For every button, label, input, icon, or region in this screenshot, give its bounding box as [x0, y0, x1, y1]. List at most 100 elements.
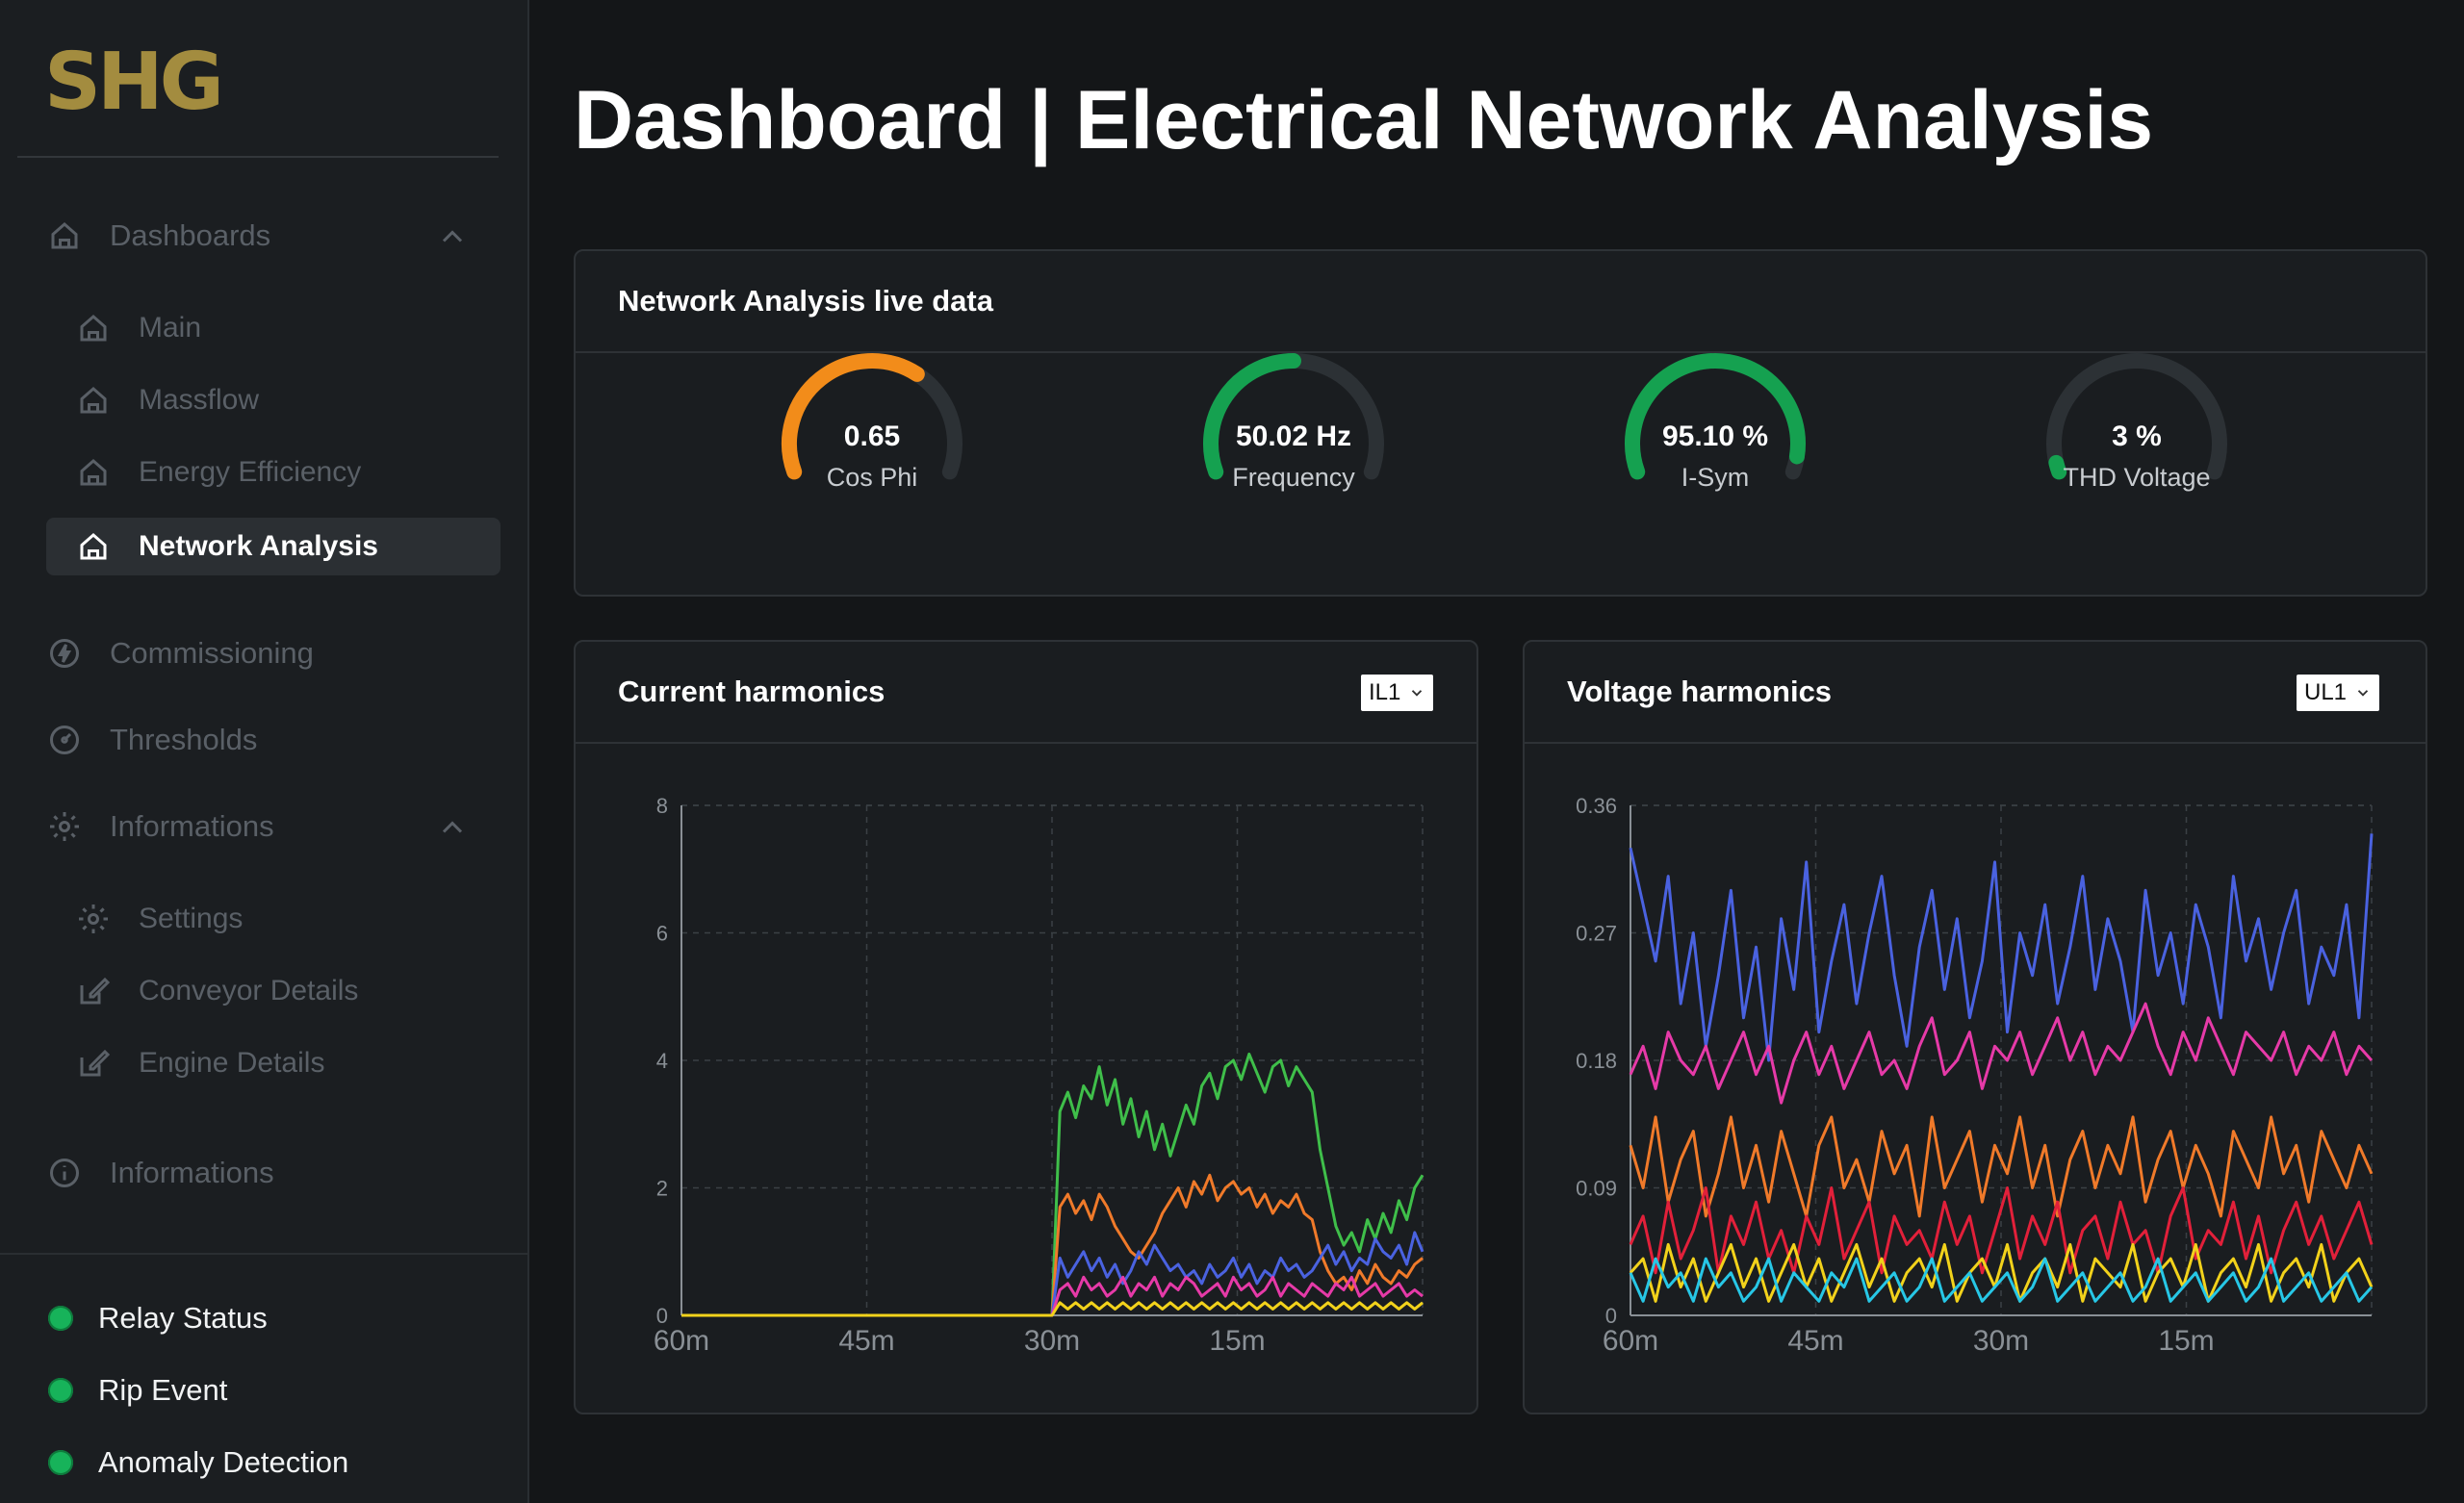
- series-line: [1629, 1115, 2374, 1218]
- y-tick-label: 0.09: [1576, 1177, 1617, 1201]
- chevron-up-icon[interactable]: [435, 219, 470, 254]
- sidebar-item-label: Settings: [139, 903, 244, 934]
- y-tick-label: 0.18: [1576, 1049, 1617, 1073]
- y-tick-label: 0: [1605, 1304, 1617, 1328]
- sidebar-section-label: Dashboards: [110, 218, 271, 252]
- phase-select-value: UL1: [2304, 679, 2348, 705]
- status-label: Relay Status: [98, 1301, 268, 1335]
- sidebar-section-informations[interactable]: Informations: [46, 808, 274, 845]
- gauge-value: 95.10 %: [1661, 420, 1769, 452]
- series-line: [1629, 1002, 2374, 1105]
- sidebar-section-informations-2[interactable]: Informations: [46, 1155, 274, 1191]
- panel-header: Voltage harmonics UL1: [1525, 642, 2426, 744]
- sidebar-item-label: Main: [139, 312, 202, 344]
- current-harmonics-chart: 0 2 4 6 8 60m 45m 30m 15m: [654, 794, 1424, 1357]
- series-line: [1629, 833, 2374, 1062]
- sidebar-item-settings[interactable]: Settings: [75, 901, 243, 937]
- y-tick-label: 4: [656, 1049, 668, 1073]
- series-line: [681, 1301, 1424, 1317]
- sidebar-item-label: Energy Efficiency: [139, 456, 362, 488]
- status-anomaly-detection: Anomaly Detection: [48, 1445, 348, 1480]
- gauge-track: [2046, 353, 2227, 480]
- sidebar-item-energy-efficiency[interactable]: Energy Efficiency: [75, 454, 361, 491]
- home-icon: [46, 217, 83, 254]
- gauge-value: 0.65: [843, 420, 901, 452]
- y-tick-label: 0.36: [1576, 794, 1617, 818]
- edit-icon: [75, 1045, 112, 1082]
- y-tick-label: 8: [656, 794, 668, 818]
- x-tick-label: 45m: [1787, 1325, 1843, 1357]
- status-dot: [48, 1306, 73, 1331]
- chevron-down-icon: [2357, 690, 2369, 697]
- status-relay: Relay Status: [48, 1301, 268, 1336]
- x-tick-label: 30m: [1973, 1325, 2029, 1357]
- gauge-arc: [2046, 353, 2227, 480]
- lightning-icon: [46, 635, 83, 672]
- y-tick-label: 0.27: [1576, 922, 1617, 946]
- status-dot: [48, 1378, 73, 1403]
- info-icon: [46, 1155, 83, 1191]
- sidebar-item-massflow[interactable]: Massflow: [75, 382, 259, 419]
- gauge-i-sym: 95.10 % I-Sym: [1609, 353, 1821, 530]
- status-label: Rip Event: [98, 1373, 228, 1407]
- gauge-label: THD Voltage: [2063, 463, 2211, 492]
- gauge-arc: [1203, 353, 1384, 480]
- sidebar-section-thresholds[interactable]: Thresholds: [46, 722, 257, 758]
- gauge-thd-voltage: 3 % THD Voltage: [2031, 353, 2243, 530]
- panel-title: Current harmonics: [618, 675, 886, 708]
- x-tick-label: 60m: [1603, 1325, 1658, 1357]
- sidebar-item-label: Massflow: [139, 384, 260, 416]
- y-tick-label: 0: [656, 1304, 668, 1328]
- voltage-harmonics-panel: Voltage harmonics UL1 0 0.09 0.18 0.27 0.36 6…: [1523, 640, 2427, 1414]
- sidebar-section-dashboards[interactable]: Dashboards: [46, 217, 270, 254]
- x-tick-label: 45m: [838, 1325, 894, 1357]
- gauge-value: 50.02 Hz: [1235, 420, 1352, 452]
- home-icon: [75, 382, 112, 419]
- sidebar: SHG Dashboards Main Massflow Energy Effi…: [0, 0, 529, 1503]
- phase-select[interactable]: IL1: [1361, 675, 1434, 711]
- gauge-label: Frequency: [1232, 463, 1355, 492]
- gear-icon: [46, 808, 83, 845]
- sidebar-item-engine-details[interactable]: Engine Details: [75, 1045, 324, 1082]
- gauge-arc: [1625, 353, 1806, 480]
- gauge-icon: [46, 722, 83, 758]
- phase-select-value: IL1: [1369, 679, 1401, 705]
- home-icon: [75, 310, 112, 346]
- panel-header: Network Analysis live data: [576, 251, 2426, 353]
- gauge-fill: [782, 353, 925, 480]
- gear-icon: [75, 901, 112, 937]
- home-icon: [75, 454, 112, 491]
- page-title: Dashboard | Electrical Network Analysis: [574, 74, 2154, 166]
- logo: SHG: [44, 37, 224, 128]
- gauge-fill: [1203, 353, 1301, 480]
- x-tick-label: 15m: [2158, 1325, 2214, 1357]
- gauge-frequency: 50.02 Hz Frequency: [1188, 353, 1399, 530]
- phase-select[interactable]: UL1: [2297, 675, 2380, 711]
- chevron-up-icon[interactable]: [435, 810, 470, 845]
- gauge-label: I-Sym: [1681, 463, 1750, 492]
- divider: [17, 156, 499, 158]
- voltage-harmonics-chart: 0 0.09 0.18 0.27 0.36 60m 45m 30m 15m: [1576, 794, 2374, 1357]
- status-dot: [48, 1450, 73, 1475]
- gauge-fill: [1625, 353, 1806, 480]
- panel-title: Voltage harmonics: [1567, 675, 1833, 708]
- series-line: [1629, 1242, 2374, 1303]
- sidebar-section-label: Informations: [110, 1156, 274, 1189]
- gauge-fill: [2048, 454, 2067, 480]
- series-line: [1629, 1186, 2374, 1275]
- sidebar-section-label: Thresholds: [110, 723, 258, 756]
- sidebar-item-label: Conveyor Details: [139, 975, 359, 1006]
- live-data-panel: Network Analysis live data 0.65 Cos Phi 50…: [574, 249, 2427, 597]
- y-tick-label: 6: [656, 922, 668, 946]
- sidebar-item-network-analysis[interactable]: Network Analysis: [46, 518, 500, 575]
- x-tick-label: 15m: [1209, 1325, 1265, 1357]
- edit-icon: [75, 973, 112, 1009]
- gauge-arc: [782, 353, 962, 480]
- sidebar-item-main[interactable]: Main: [75, 310, 201, 346]
- sidebar-item-label: Engine Details: [139, 1047, 325, 1079]
- divider: [0, 1253, 529, 1255]
- gauge-label: Cos Phi: [826, 463, 918, 492]
- sidebar-section-commissioning[interactable]: Commissioning: [46, 635, 314, 672]
- x-tick-label: 60m: [654, 1325, 709, 1357]
- sidebar-item-conveyor-details[interactable]: Conveyor Details: [75, 973, 358, 1009]
